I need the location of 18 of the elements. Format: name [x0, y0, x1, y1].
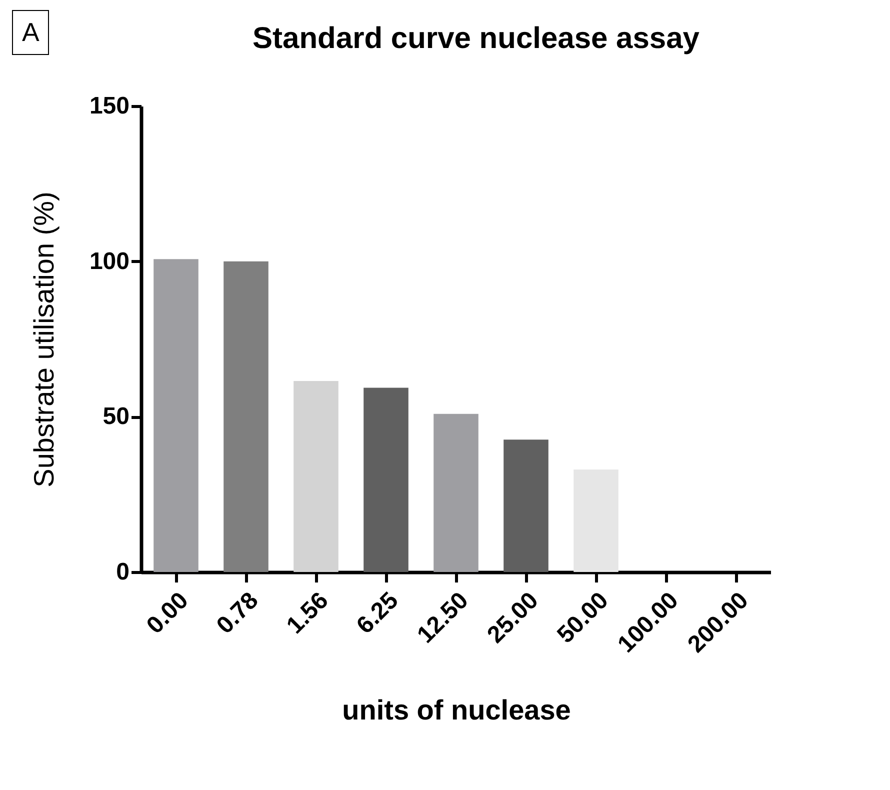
bar	[224, 261, 268, 572]
bar	[504, 440, 548, 572]
y-axis-title: Substrate utilisation (%)	[28, 192, 60, 488]
text: A	[12, 10, 50, 55]
x-tick-label: 6.25	[352, 587, 404, 640]
bar	[434, 414, 478, 572]
y-tick-label: 0	[116, 558, 130, 586]
bar	[364, 388, 408, 572]
bar	[294, 380, 338, 572]
bar	[154, 259, 198, 572]
chart-title: Standard curve nuclease assay	[252, 22, 700, 55]
x-tick-label: 0.78	[212, 587, 264, 640]
y-tick-label: 100	[89, 248, 130, 275]
y-tick-label: 50	[102, 403, 130, 430]
y-tick-label: 150	[89, 92, 130, 120]
x-tick-label: 0.00	[142, 587, 194, 640]
bar	[574, 469, 618, 572]
x-axis-title: units of nuclease	[342, 694, 571, 726]
